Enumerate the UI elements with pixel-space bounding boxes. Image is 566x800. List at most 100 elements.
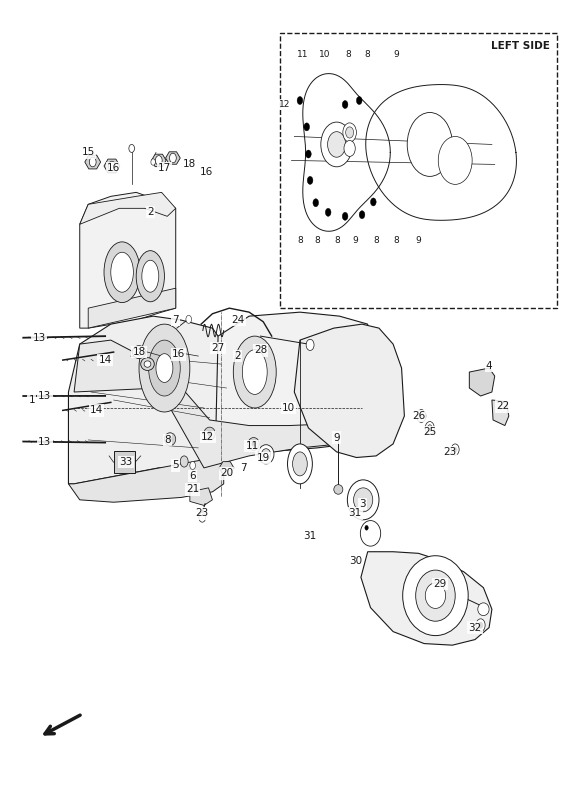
- Text: 31: 31: [349, 509, 362, 518]
- Text: 16: 16: [200, 167, 213, 178]
- Ellipse shape: [325, 208, 331, 216]
- Ellipse shape: [293, 452, 307, 476]
- Text: 8: 8: [365, 50, 371, 58]
- Polygon shape: [80, 192, 175, 328]
- Ellipse shape: [415, 570, 455, 622]
- Ellipse shape: [328, 132, 346, 158]
- Text: 13: 13: [38, 437, 52, 446]
- Text: 32: 32: [468, 622, 482, 633]
- Text: 24: 24: [231, 315, 245, 325]
- Polygon shape: [219, 462, 234, 474]
- Ellipse shape: [304, 123, 310, 131]
- Ellipse shape: [136, 250, 165, 302]
- Ellipse shape: [451, 444, 459, 455]
- Polygon shape: [80, 192, 175, 224]
- Ellipse shape: [425, 583, 445, 609]
- Polygon shape: [68, 456, 224, 502]
- Text: 18: 18: [183, 159, 196, 170]
- Ellipse shape: [478, 622, 483, 629]
- Ellipse shape: [252, 442, 255, 446]
- Text: 17: 17: [158, 163, 171, 174]
- Text: 9: 9: [353, 236, 358, 245]
- Text: 28: 28: [254, 346, 267, 355]
- Text: 3: 3: [359, 499, 366, 509]
- Ellipse shape: [407, 113, 452, 176]
- Text: 5: 5: [173, 461, 179, 470]
- Text: 12: 12: [201, 432, 215, 442]
- Text: 29: 29: [434, 578, 447, 589]
- Polygon shape: [492, 400, 509, 426]
- Ellipse shape: [476, 619, 485, 631]
- Ellipse shape: [190, 462, 195, 470]
- Ellipse shape: [306, 339, 314, 350]
- Ellipse shape: [139, 324, 190, 412]
- Text: 13: 13: [32, 333, 46, 342]
- Text: 14: 14: [98, 355, 112, 365]
- Ellipse shape: [208, 431, 211, 436]
- Ellipse shape: [288, 444, 312, 484]
- Text: 11: 11: [245, 442, 259, 451]
- Text: Partsfish.com: Partsfish.com: [189, 352, 286, 417]
- Text: 4: 4: [486, 361, 492, 370]
- Ellipse shape: [156, 354, 173, 382]
- Text: 11: 11: [297, 50, 308, 58]
- Bar: [114, 451, 135, 474]
- Ellipse shape: [149, 340, 180, 396]
- Text: 2: 2: [234, 351, 241, 361]
- Ellipse shape: [104, 242, 140, 302]
- Ellipse shape: [180, 456, 188, 467]
- Ellipse shape: [365, 526, 368, 530]
- Text: 25: 25: [423, 427, 436, 437]
- Text: 20: 20: [220, 469, 233, 478]
- Ellipse shape: [334, 485, 343, 494]
- Text: 16: 16: [172, 350, 185, 359]
- Ellipse shape: [427, 425, 432, 431]
- Polygon shape: [361, 552, 492, 645]
- Ellipse shape: [425, 422, 434, 434]
- Text: 14: 14: [90, 406, 104, 415]
- Ellipse shape: [233, 336, 276, 408]
- Ellipse shape: [186, 315, 191, 323]
- Ellipse shape: [371, 198, 376, 206]
- Ellipse shape: [156, 156, 162, 166]
- Polygon shape: [68, 316, 224, 484]
- Text: 10: 10: [282, 403, 295, 413]
- Ellipse shape: [168, 437, 171, 442]
- Ellipse shape: [361, 521, 381, 546]
- Polygon shape: [469, 368, 495, 396]
- Ellipse shape: [169, 154, 176, 163]
- Ellipse shape: [109, 162, 115, 170]
- Text: 8: 8: [314, 236, 320, 245]
- Text: 2: 2: [147, 207, 153, 218]
- Ellipse shape: [417, 410, 426, 422]
- Bar: [280, 33, 557, 308]
- Ellipse shape: [346, 127, 354, 138]
- Ellipse shape: [297, 97, 303, 105]
- Polygon shape: [88, 288, 175, 328]
- Text: 12: 12: [279, 100, 290, 109]
- Ellipse shape: [344, 141, 355, 157]
- Ellipse shape: [242, 350, 267, 394]
- Polygon shape: [166, 152, 180, 164]
- Ellipse shape: [136, 349, 143, 355]
- Text: 26: 26: [412, 411, 425, 421]
- Polygon shape: [104, 159, 120, 173]
- Text: 9: 9: [393, 50, 399, 58]
- Text: 30: 30: [349, 556, 362, 566]
- Text: 13: 13: [38, 391, 52, 401]
- Ellipse shape: [478, 603, 489, 616]
- Text: 31: 31: [303, 530, 317, 541]
- Ellipse shape: [144, 361, 151, 367]
- Text: 1: 1: [28, 395, 35, 405]
- Ellipse shape: [129, 145, 135, 153]
- Text: 8: 8: [345, 50, 351, 58]
- Ellipse shape: [261, 449, 271, 460]
- Text: 10: 10: [319, 50, 330, 58]
- Ellipse shape: [307, 176, 313, 184]
- Text: 6: 6: [190, 471, 196, 481]
- Ellipse shape: [354, 488, 373, 512]
- Ellipse shape: [204, 427, 215, 440]
- Polygon shape: [294, 324, 404, 458]
- Ellipse shape: [313, 198, 319, 206]
- Ellipse shape: [438, 137, 472, 184]
